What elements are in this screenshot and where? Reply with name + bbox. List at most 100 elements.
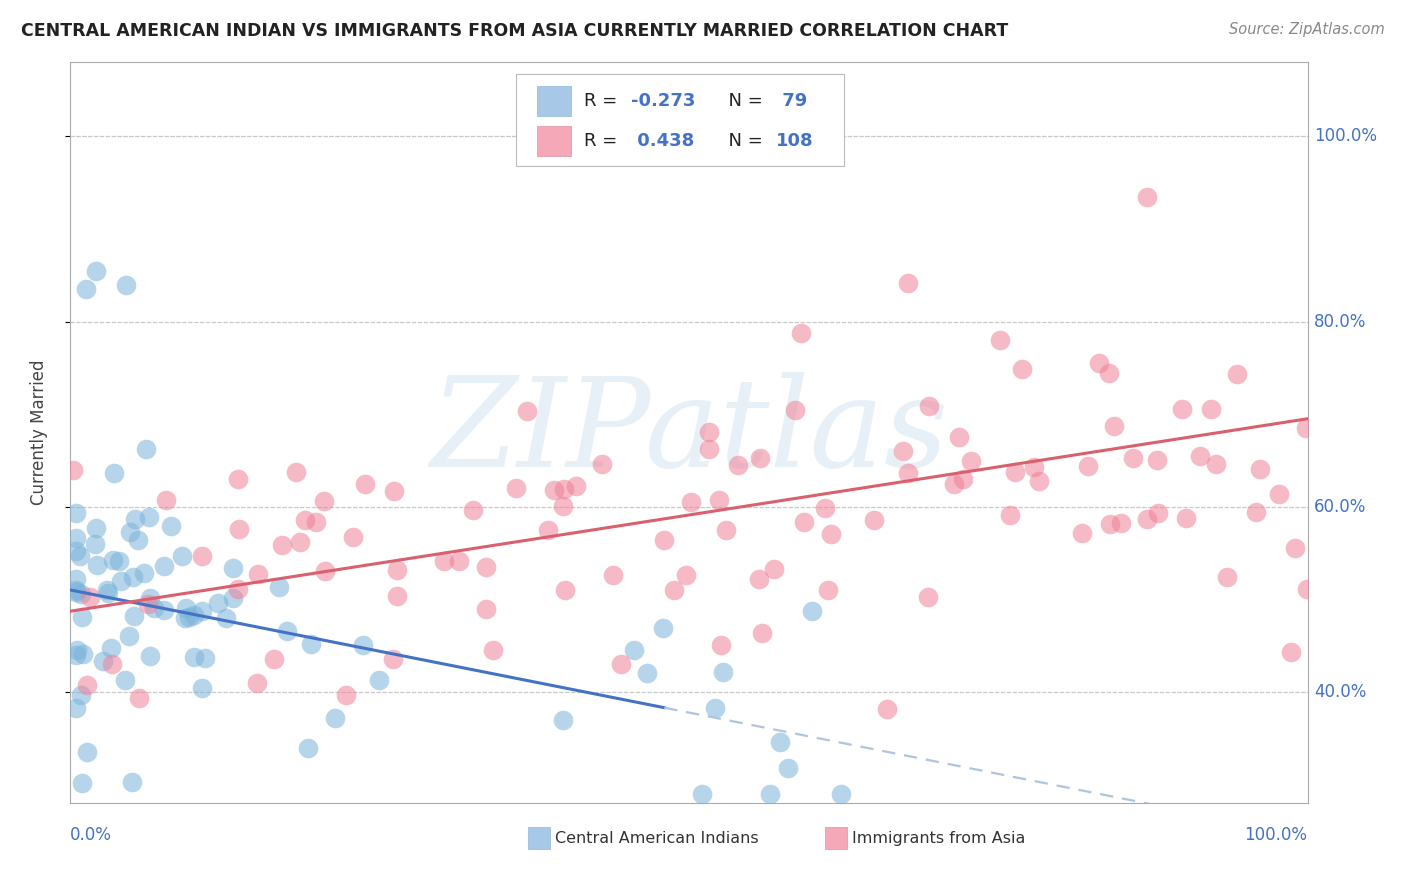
Point (325, 711, 347, 725)
Point (267, 580, 290, 594)
Point (222, 591, 245, 605)
Point (943, 477, 966, 491)
Point (801, 604, 824, 618)
Point (246, 566, 269, 581)
Point (382, 652, 405, 666)
Bar (529, 827, 550, 849)
Point (591, 457, 613, 471)
Point (1004, 465, 1026, 479)
Point (96, 582, 118, 597)
Point (1136, 189, 1159, 203)
Point (76, 678, 98, 692)
Point (97, 585, 120, 599)
Point (692, 787, 714, 801)
Text: R =: R = (583, 92, 623, 110)
Point (876, 702, 898, 716)
Point (960, 454, 983, 468)
Point (84, 521, 107, 535)
Point (1011, 362, 1033, 376)
Point (793, 515, 815, 529)
Bar (537, 87, 571, 116)
Point (554, 582, 576, 597)
Point (897, 466, 920, 480)
Point (748, 572, 770, 586)
Point (66, 643, 89, 657)
Point (516, 403, 538, 417)
Point (297, 741, 319, 756)
Point (711, 665, 734, 679)
Point (553, 482, 575, 496)
Point (1122, 451, 1144, 466)
Point (636, 665, 658, 680)
Point (1199, 401, 1222, 416)
Point (65, 584, 87, 599)
Point (160, 519, 183, 533)
Point (128, 690, 150, 705)
Point (314, 564, 336, 578)
Point (1146, 452, 1168, 467)
Point (135, 442, 157, 457)
Point (1028, 474, 1050, 488)
Point (190, 681, 212, 696)
Point (122, 609, 145, 624)
Point (65, 531, 87, 545)
Point (127, 533, 149, 547)
Text: Central American Indians: Central American Indians (555, 830, 759, 846)
Point (124, 512, 146, 526)
Point (110, 574, 132, 588)
Point (132, 566, 155, 581)
Point (312, 494, 335, 508)
Point (863, 513, 886, 527)
Point (1189, 450, 1212, 464)
Point (820, 527, 842, 541)
Point (1111, 516, 1133, 531)
Point (662, 583, 685, 598)
Text: Immigrants from Asia: Immigrants from Asia (852, 830, 1025, 846)
Point (153, 603, 176, 617)
Point (138, 648, 160, 663)
Point (143, 600, 166, 615)
Point (1279, 645, 1302, 659)
Text: R =: R = (583, 132, 623, 150)
Point (382, 484, 405, 499)
Text: 108: 108 (776, 132, 813, 150)
Point (108, 554, 131, 568)
Point (65, 544, 87, 558)
Point (285, 465, 308, 479)
FancyBboxPatch shape (516, 73, 844, 166)
Point (72, 647, 94, 661)
Point (352, 639, 374, 653)
Point (679, 495, 702, 509)
Point (1268, 487, 1291, 501)
Point (136, 598, 159, 612)
Point (952, 472, 974, 486)
Point (697, 425, 720, 440)
Point (118, 525, 141, 540)
Point (299, 636, 322, 650)
Point (433, 554, 456, 568)
Point (716, 523, 738, 537)
Point (368, 673, 391, 688)
Point (174, 611, 197, 625)
Point (290, 534, 312, 549)
Point (537, 523, 560, 537)
Point (183, 608, 205, 623)
Point (551, 499, 574, 513)
Point (75, 282, 97, 296)
Point (1071, 525, 1094, 540)
Point (221, 561, 243, 575)
Point (65, 582, 87, 597)
Point (830, 787, 852, 801)
Point (1284, 541, 1306, 555)
Point (263, 652, 285, 666)
Point (69, 549, 91, 563)
Point (79, 590, 101, 604)
Point (65, 700, 87, 714)
Point (305, 515, 328, 529)
Bar (825, 827, 848, 849)
Point (170, 549, 193, 563)
Point (918, 399, 941, 413)
Point (72, 776, 94, 790)
Point (65, 506, 87, 520)
Point (1295, 421, 1317, 435)
